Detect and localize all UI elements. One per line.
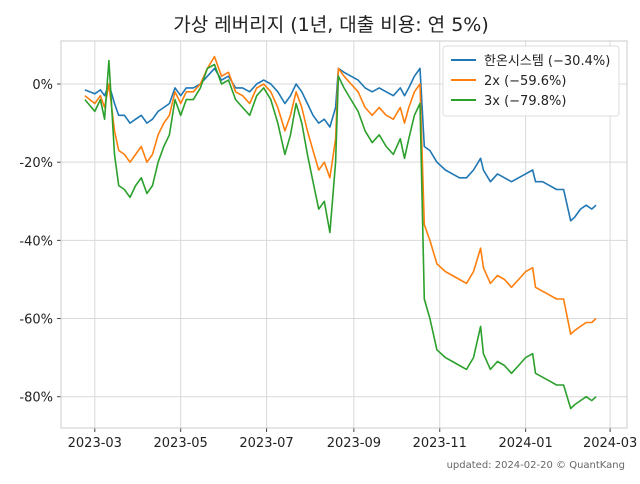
y-tick-label: -40% <box>19 234 53 249</box>
x-tick-label: 2024-01 <box>498 436 552 451</box>
y-tick-label: -20% <box>19 156 53 171</box>
x-tick-label: 2023-03 <box>68 436 122 451</box>
x-tick-label: 2023-11 <box>413 436 467 451</box>
y-tick-label: 0% <box>32 78 53 93</box>
y-tick-label: -80% <box>19 391 53 406</box>
y-tick-label: -60% <box>19 313 53 328</box>
footnote: updated: 2024-02-20 © QuantKang <box>447 460 625 471</box>
legend-label-2: 2x (−59.6%) <box>484 74 566 89</box>
legend: 한온시스템 (−30.4%) 2x (−59.6%) 3x (−79.8%) <box>443 46 619 116</box>
x-tick-label: 2023-07 <box>239 436 293 451</box>
legend-label-1: 한온시스템 (−30.4%) <box>484 54 610 69</box>
x-tick-label: 2023-05 <box>154 436 208 451</box>
chart-title: 가상 레버리지 (1년, 대출 비용: 연 5%) <box>173 14 489 36</box>
x-tick-label: 2023-09 <box>327 436 381 451</box>
x-tick-label: 2024-03 <box>583 436 637 451</box>
legend-label-3: 3x (−79.8%) <box>484 94 566 109</box>
